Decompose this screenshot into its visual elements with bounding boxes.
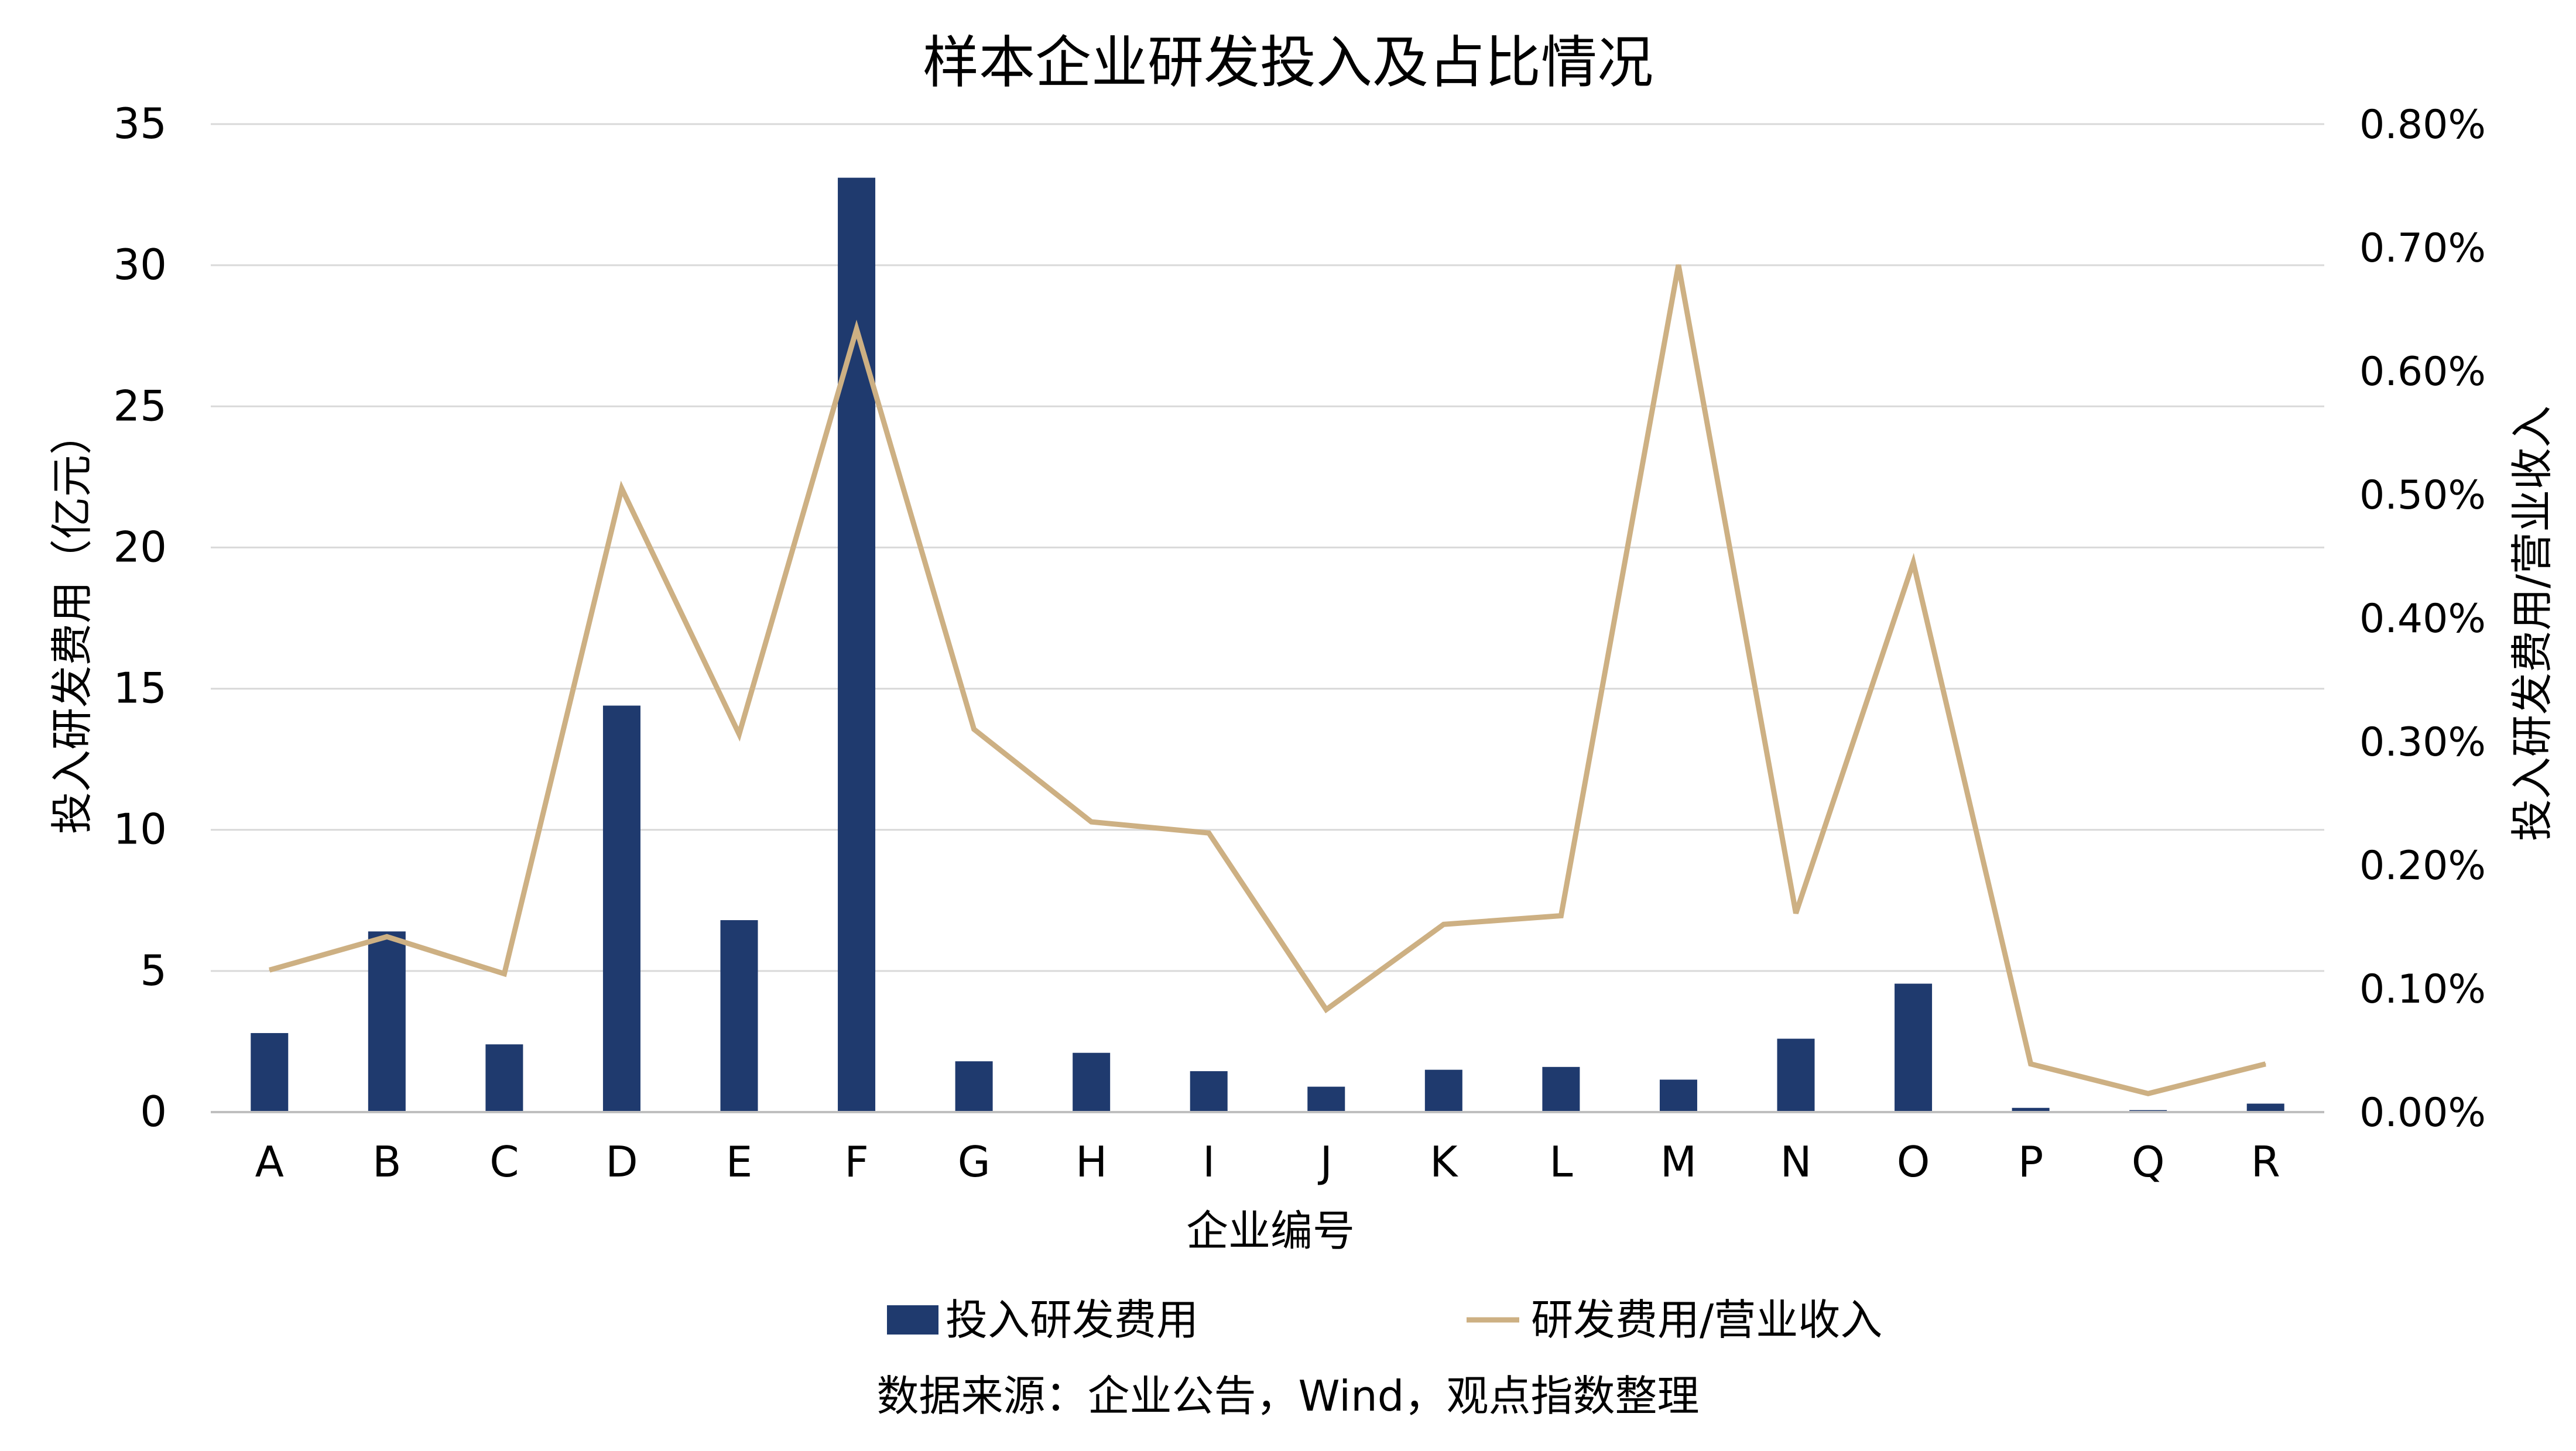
line-point: [973, 728, 975, 730]
x-tick-label: K: [1430, 1137, 1458, 1186]
x-tick-label: L: [1549, 1137, 1573, 1186]
x-tick-label: I: [1203, 1137, 1215, 1186]
axes: 0 5 10 15 20 25 30 35 0.00% 0.10% 0.20% 0.30% 0.40% 0…: [113, 99, 2486, 1186]
line-point: [2265, 1063, 2266, 1065]
y2-tick-label: 0.60%: [2359, 349, 2486, 395]
bar: [1424, 1069, 1462, 1112]
y-tick-label: 30: [113, 240, 167, 289]
x-axis-label: 企业编号: [1186, 1206, 1355, 1256]
bar: [1659, 1079, 1697, 1112]
y2-tick-label: 0.40%: [2359, 596, 2486, 642]
line-point: [1091, 821, 1092, 823]
y-tick-label: 10: [113, 805, 167, 854]
line-point: [1795, 913, 1797, 914]
legend: 投入研发费用 研发费用/营业收入: [887, 1295, 1882, 1344]
bar: [368, 931, 406, 1112]
line-point: [1325, 1009, 1327, 1010]
y2-axis-label: 投入研发费用/营业收入: [2508, 406, 2557, 841]
x-tick-label: C: [489, 1137, 519, 1186]
x-tick-label: G: [958, 1137, 991, 1186]
line-series-path: [269, 264, 2266, 1096]
bar: [2246, 1103, 2284, 1112]
line-point: [621, 488, 622, 489]
chart-title: 样本企业研发投入及占比情况: [923, 30, 1653, 95]
x-tick-label: Q: [2132, 1137, 2165, 1186]
line-point: [856, 328, 858, 330]
line-point: [738, 733, 740, 735]
x-tick-label: N: [1780, 1137, 1812, 1186]
legend-swatch-bar: [887, 1305, 938, 1335]
x-tick-label: A: [255, 1137, 284, 1186]
bar: [1895, 983, 1933, 1112]
bar: [1542, 1066, 1580, 1112]
bar: [1307, 1086, 1345, 1112]
line-point: [1208, 832, 1210, 834]
x-tick-label: O: [1897, 1137, 1930, 1186]
y-axis-label: 投入研发费用（亿元）: [47, 413, 97, 834]
y2-tick-label: 0.20%: [2359, 843, 2486, 889]
x-tick-label: B: [372, 1137, 401, 1186]
line-point: [269, 969, 270, 971]
source-note: 数据来源：企业公告，Wind，观点指数整理: [877, 1371, 1700, 1421]
line-point: [1913, 562, 1914, 564]
x-tick-label: J: [1318, 1137, 1332, 1186]
line-point: [2030, 1063, 2032, 1065]
y-tick-label: 25: [113, 381, 167, 430]
y2-tick-label: 0.80%: [2359, 102, 2486, 148]
line-point: [1560, 915, 1562, 917]
bar: [1073, 1052, 1111, 1112]
y-tick-label: 20: [113, 522, 167, 571]
bar: [1777, 1038, 1815, 1112]
line-point: [2147, 1093, 2149, 1095]
x-tick-label: D: [605, 1137, 638, 1186]
legend-label-line: 研发费用/营业收入: [1531, 1295, 1882, 1344]
y2-tick-label: 0.10%: [2359, 966, 2486, 1013]
legend-label-bar: 投入研发费用: [946, 1295, 1198, 1344]
x-tick-label: R: [2251, 1137, 2280, 1186]
bar: [485, 1044, 523, 1112]
x-tick-label: F: [844, 1137, 868, 1186]
gridlines: [211, 123, 2324, 972]
y2-tick-label: 0.30%: [2359, 719, 2486, 766]
line-point: [386, 936, 388, 938]
bar: [1190, 1071, 1228, 1112]
y2-tick-label: 0.50%: [2359, 472, 2486, 519]
x-tick-label: H: [1075, 1137, 1107, 1186]
line-point: [1677, 264, 1679, 266]
bar: [251, 1032, 289, 1112]
bar: [838, 177, 876, 1112]
bar: [2012, 1107, 2050, 1112]
y-tick-label: 0: [140, 1087, 167, 1136]
y2-tick-label: 0.70%: [2359, 225, 2486, 272]
y-tick-label: 35: [113, 99, 167, 148]
bar: [602, 705, 640, 1112]
y2-tick-label: 0.00%: [2359, 1090, 2486, 1136]
line-series: [269, 264, 2266, 1096]
x-tick-label: E: [726, 1137, 753, 1186]
bar: [955, 1061, 993, 1112]
line-point: [1443, 924, 1444, 925]
y-tick-label: 15: [113, 664, 167, 713]
x-tick-label: P: [2018, 1137, 2043, 1186]
bar: [720, 920, 758, 1112]
line-point: [503, 973, 505, 975]
x-tick-label: M: [1660, 1137, 1697, 1186]
y-tick-label: 5: [140, 946, 167, 995]
